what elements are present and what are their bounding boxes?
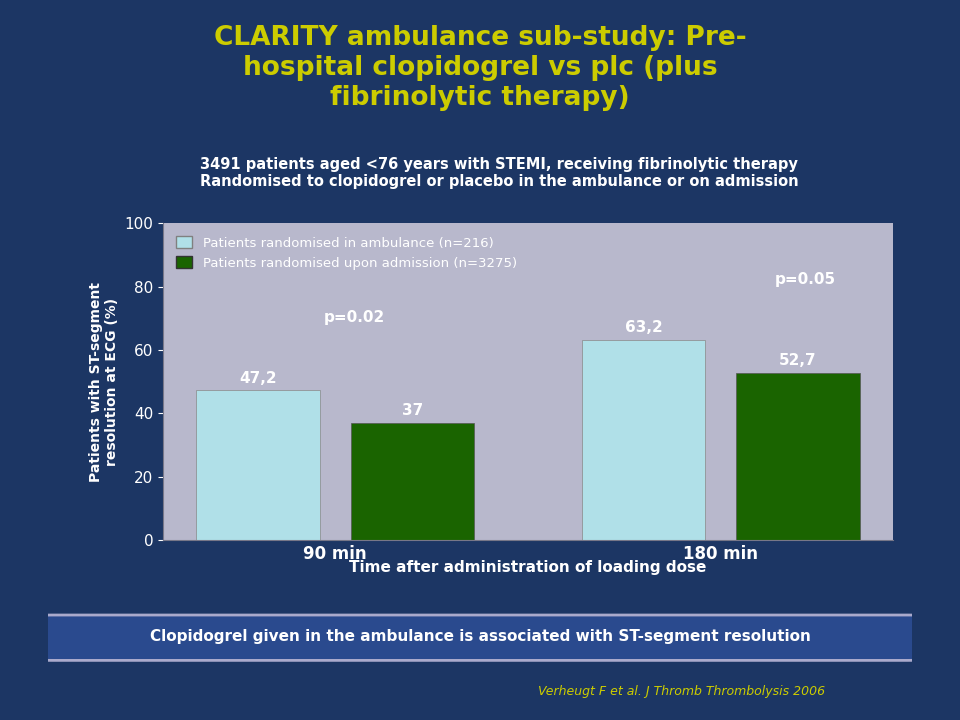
Text: 47,2: 47,2: [239, 371, 276, 386]
Text: Verheugt F et al. J Thromb Thrombolysis 2006: Verheugt F et al. J Thromb Thrombolysis …: [539, 685, 826, 698]
Text: Clopidogrel given in the ambulance is associated with ST-segment resolution: Clopidogrel given in the ambulance is as…: [150, 629, 810, 644]
Bar: [197, 390, 320, 540]
Bar: [582, 340, 706, 540]
Text: p=0.05: p=0.05: [775, 271, 836, 287]
Text: p=0.02: p=0.02: [324, 310, 385, 325]
Text: 52,7: 52,7: [780, 354, 817, 369]
FancyBboxPatch shape: [44, 615, 917, 660]
Text: 3491 patients aged <76 years with STEMI, receiving fibrinolytic therapy
Randomis: 3491 patients aged <76 years with STEMI,…: [200, 157, 799, 189]
Bar: [350, 423, 474, 540]
Y-axis label: Patients with ST-segment
resolution at ECG (%): Patients with ST-segment resolution at E…: [89, 282, 119, 482]
Text: 37: 37: [401, 403, 423, 418]
Legend: Patients randomised in ambulance (n=216), Patients randomised upon admission (n=: Patients randomised in ambulance (n=216)…: [170, 230, 523, 276]
Text: 63,2: 63,2: [625, 320, 662, 335]
Text: CLARITY ambulance sub-study: Pre-
hospital clopidogrel vs plc (plus
fibrinolytic: CLARITY ambulance sub-study: Pre- hospit…: [214, 25, 746, 112]
Text: Time after administration of loading dose: Time after administration of loading dos…: [349, 560, 707, 575]
Bar: [736, 373, 859, 540]
